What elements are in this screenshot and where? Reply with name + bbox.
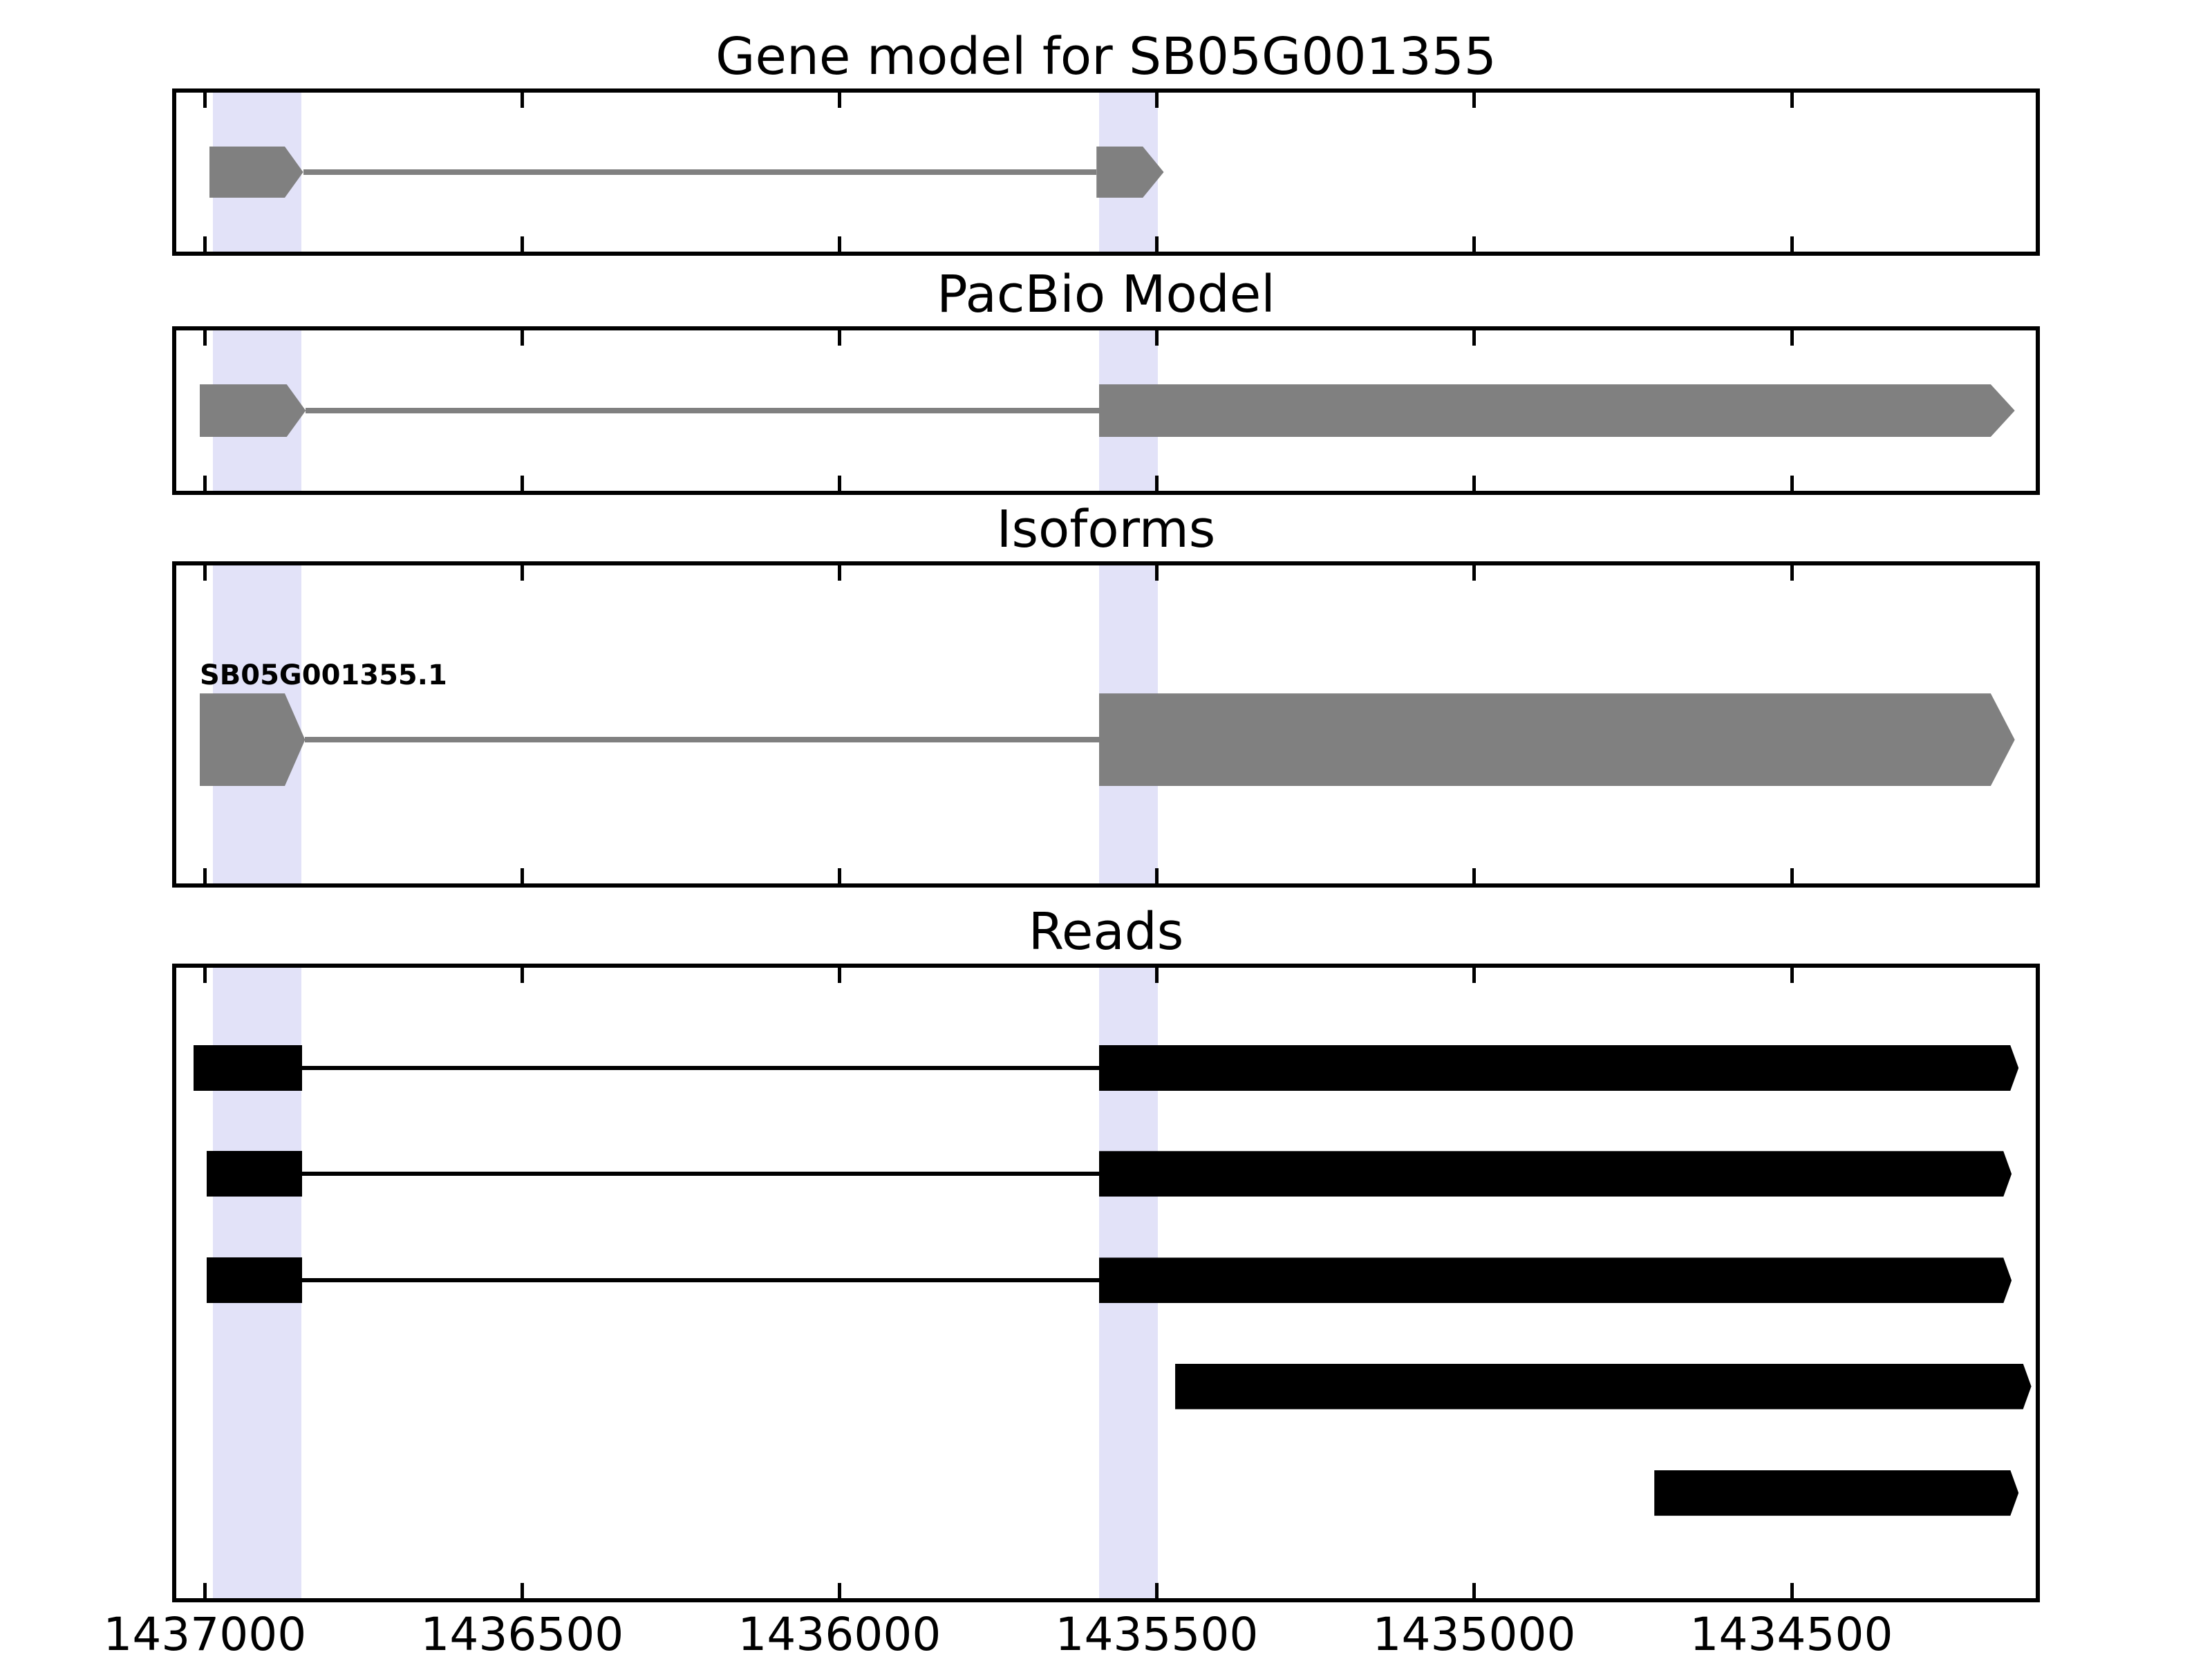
axis-tick bbox=[838, 93, 842, 108]
axis-tick bbox=[521, 968, 525, 983]
intron-line bbox=[301, 1172, 1099, 1177]
axis-tick bbox=[1790, 236, 1794, 252]
exon-shape bbox=[199, 384, 306, 437]
axis-tick bbox=[838, 565, 842, 581]
intron-line bbox=[305, 737, 1099, 743]
axis-tick bbox=[521, 236, 525, 252]
panel-title-isoforms: Isoforms bbox=[996, 500, 1216, 559]
axis-tick bbox=[1472, 93, 1477, 108]
axis-tick bbox=[1472, 868, 1477, 883]
axis-tick bbox=[838, 236, 842, 252]
axis-tick bbox=[1155, 868, 1159, 883]
axis-tick bbox=[521, 868, 525, 883]
intron-line bbox=[303, 169, 1097, 175]
axis-tick bbox=[1472, 1583, 1477, 1598]
axis-tick bbox=[521, 476, 525, 491]
axis-tick bbox=[838, 330, 842, 346]
axis-tick bbox=[1155, 476, 1159, 491]
isoform-label: SB05G001355.1 bbox=[199, 659, 447, 692]
x-tick-label: 1434500 bbox=[1689, 1608, 1893, 1659]
axis-tick bbox=[838, 1583, 842, 1598]
x-tick-label: 1436500 bbox=[420, 1608, 624, 1659]
axis-tick bbox=[203, 1583, 207, 1598]
x-tick-label: 1437000 bbox=[103, 1608, 307, 1659]
intron-line bbox=[301, 1066, 1099, 1070]
axis-tick bbox=[838, 476, 842, 491]
axis-tick bbox=[203, 93, 207, 108]
axis-tick bbox=[1472, 565, 1477, 581]
axis-tick bbox=[1155, 565, 1159, 581]
exon-shape bbox=[193, 1045, 302, 1091]
panel-gene-model bbox=[172, 88, 2040, 256]
axis-tick bbox=[1472, 968, 1477, 983]
axis-tick bbox=[1472, 330, 1477, 346]
x-tick-label: 1435500 bbox=[1055, 1608, 1259, 1659]
exon-shape bbox=[1654, 1470, 2019, 1516]
axis-tick bbox=[203, 968, 207, 983]
axis-tick bbox=[203, 565, 207, 581]
panel-title-pacbio-model: PacBio Model bbox=[937, 265, 1275, 324]
axis-tick bbox=[1790, 93, 1794, 108]
axis-tick bbox=[1790, 330, 1794, 346]
axis-tick bbox=[1790, 1583, 1794, 1598]
exon-shape bbox=[1098, 1257, 2012, 1304]
x-tick-label: 1436000 bbox=[738, 1608, 941, 1659]
axis-tick bbox=[1790, 565, 1794, 581]
exon-shape bbox=[1175, 1363, 2032, 1409]
exon-shape bbox=[207, 1151, 302, 1197]
panel-title-reads: Reads bbox=[1028, 902, 1184, 962]
axis-tick bbox=[1155, 236, 1159, 252]
axis-tick bbox=[1472, 476, 1477, 491]
axis-tick bbox=[1155, 968, 1159, 983]
axis-tick bbox=[203, 476, 207, 491]
panel-pacbio-model bbox=[172, 326, 2040, 495]
axis-tick bbox=[1155, 1583, 1159, 1598]
intron-line bbox=[301, 1278, 1099, 1283]
x-tick-label: 1435000 bbox=[1372, 1608, 1576, 1659]
exon-shape bbox=[1098, 384, 2015, 437]
exon-shape bbox=[1098, 1151, 2012, 1197]
axis-tick bbox=[1790, 868, 1794, 883]
panel-reads bbox=[172, 964, 2040, 1602]
exon-shape bbox=[209, 147, 303, 198]
exon-shape bbox=[207, 1257, 302, 1304]
axis-tick bbox=[521, 1583, 525, 1598]
axis-tick bbox=[1155, 93, 1159, 108]
axis-tick bbox=[521, 330, 525, 346]
intron-line bbox=[306, 408, 1099, 413]
panel-title-gene-model: Gene model for SB05G001355 bbox=[715, 27, 1497, 86]
axis-tick bbox=[203, 330, 207, 346]
axis-tick bbox=[1472, 236, 1477, 252]
axis-tick bbox=[1155, 330, 1159, 346]
exon-shape bbox=[199, 693, 306, 787]
axis-tick bbox=[203, 868, 207, 883]
axis-tick bbox=[838, 868, 842, 883]
axis-tick bbox=[1790, 968, 1794, 983]
exon-shape bbox=[1098, 1045, 2019, 1091]
axis-tick bbox=[521, 93, 525, 108]
axis-tick bbox=[1790, 476, 1794, 491]
axis-tick bbox=[203, 236, 207, 252]
exon-shape bbox=[1098, 693, 2015, 787]
axis-tick bbox=[838, 968, 842, 983]
axis-tick bbox=[521, 565, 525, 581]
panel-isoforms: SB05G001355.1 bbox=[172, 561, 2040, 888]
